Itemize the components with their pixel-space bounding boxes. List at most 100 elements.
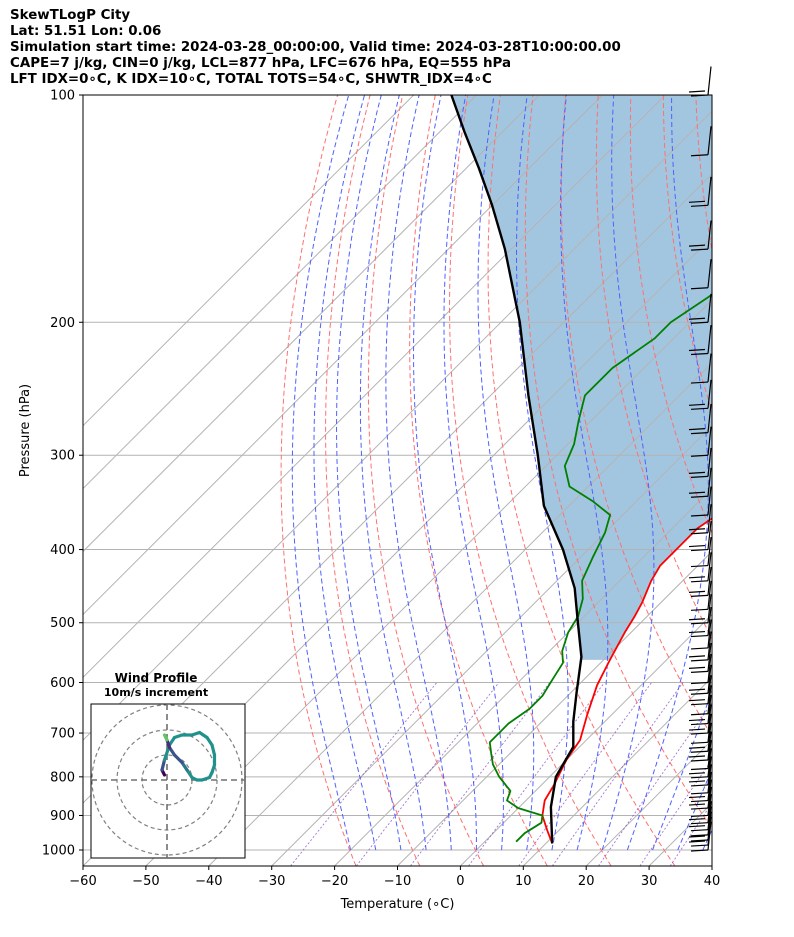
wind-barb — [688, 594, 712, 625]
moist-adiabat-line — [477, 95, 535, 851]
axes: −60 −50 −40 −30 −20 −10 0 10 20 30 40 1000 900 800 700… — [18, 89, 720, 913]
moist-adiabat-line — [313, 95, 377, 851]
wind-barb — [688, 801, 712, 832]
wind-barb — [690, 259, 712, 290]
wind-barb — [690, 353, 712, 384]
hodograph-segment — [210, 743, 217, 757]
dry-adiabat-line — [524, 95, 712, 830]
isotherm-line — [460, 613, 712, 866]
inset-subtitle: 10m/s increment — [104, 686, 208, 699]
isotherm-line — [83, 110, 712, 741]
x-tick-label: −50 — [132, 874, 159, 889]
wind-barb — [688, 379, 712, 410]
dry-adiabat-line — [595, 95, 712, 640]
wind-barb — [688, 66, 712, 97]
isotherm-line — [83, 95, 603, 616]
wind-barb — [690, 426, 712, 457]
dry-adiabat-line — [487, 95, 676, 866]
y-tick-label: 200 — [50, 316, 75, 331]
wind-barb — [688, 748, 712, 779]
y-tick-label: 500 — [50, 616, 75, 631]
wind-barb — [690, 786, 712, 818]
wind-barb — [688, 552, 712, 583]
isotherm-line — [83, 95, 415, 427]
hodograph-segment — [162, 733, 169, 742]
moist-adiabat-line — [516, 95, 569, 851]
hodograph-segment — [160, 758, 167, 772]
plot-area — [83, 95, 794, 866]
dry-adiabat-line — [367, 95, 485, 866]
wind-barb — [688, 520, 712, 552]
inset-content — [91, 704, 245, 858]
mixing-ratio-line — [669, 802, 712, 866]
x-tick-label: −10 — [384, 874, 411, 889]
isotherm-line — [145, 299, 712, 866]
wind-barb — [690, 713, 712, 744]
y-tick-label: 1000 — [42, 844, 75, 859]
temperature-profile — [541, 517, 712, 844]
x-tick-label: −20 — [321, 874, 348, 889]
wind-barb — [688, 722, 712, 753]
mixing-ratio-line — [598, 701, 712, 866]
wind-barb — [688, 566, 712, 597]
wind-barb — [690, 764, 712, 795]
dewpoint-profile — [488, 293, 712, 843]
x-tick-label: −60 — [69, 874, 96, 889]
isotherm-line — [271, 424, 712, 866]
wind-barb — [688, 675, 712, 706]
wind-barb — [688, 756, 712, 787]
location-line: Lat: 51.51 Lon: 0.06 — [10, 24, 162, 39]
dry-adiabat-line — [280, 95, 357, 866]
wind-barb — [688, 731, 712, 762]
dry-adiabat-line — [729, 95, 794, 866]
y-tick-label: 100 — [50, 89, 75, 104]
isotherm-line — [83, 95, 477, 490]
isotherm-line — [208, 362, 712, 866]
mixing-ratio-line — [468, 682, 605, 866]
wind-barb — [688, 220, 712, 251]
y-tick-label: 900 — [50, 809, 75, 824]
time-line: Simulation start time: 2024-03-28_00:00:… — [10, 40, 621, 55]
moist-adiabat-line — [335, 95, 402, 851]
moist-adiabat-line — [291, 95, 352, 851]
wind-barb — [690, 685, 712, 716]
mixing-ratio-line — [518, 682, 652, 866]
moist-adiabat-line — [652, 688, 712, 851]
x-tick-label: −40 — [195, 874, 222, 889]
wind-barb — [688, 694, 712, 726]
wind-barb — [690, 619, 712, 650]
parcel-profile — [450, 95, 583, 844]
y-tick-label: 700 — [50, 727, 75, 742]
mixing-ratio-line — [551, 682, 684, 866]
moist-adiabat-line — [626, 95, 709, 851]
y-tick-label: 600 — [50, 676, 75, 691]
dry-adiabat-line — [409, 95, 548, 866]
x-tick-label: 0 — [456, 874, 464, 889]
moist-adiabat-line — [443, 95, 504, 851]
wind-barb — [688, 664, 712, 695]
wind-barb — [690, 580, 712, 611]
moist-adiabat-line — [560, 95, 609, 851]
wind-barb — [690, 739, 712, 771]
wind-barb — [688, 642, 712, 673]
isotherm-line — [397, 550, 712, 866]
moist-adiabat-line — [702, 828, 712, 851]
moist-adiabat-line — [601, 95, 655, 851]
x-tick-label: 30 — [641, 874, 658, 889]
x-tick-label: 10 — [515, 874, 532, 889]
wind-barb — [688, 607, 712, 638]
y-tick-label: 400 — [50, 543, 75, 558]
wind-barb — [688, 447, 712, 478]
wind-barb — [688, 467, 712, 498]
dry-adiabat-line — [448, 95, 612, 866]
wind-barb — [690, 486, 712, 517]
x-tick-label: 20 — [578, 874, 595, 889]
mixing-ratio-line — [290, 682, 438, 866]
wind-barb — [688, 324, 712, 356]
dry-adiabat-line — [325, 95, 421, 866]
wind-barb — [688, 779, 712, 810]
y-tick-label: 800 — [50, 770, 75, 785]
wind-barb — [690, 536, 712, 568]
wind-barb — [688, 504, 712, 535]
